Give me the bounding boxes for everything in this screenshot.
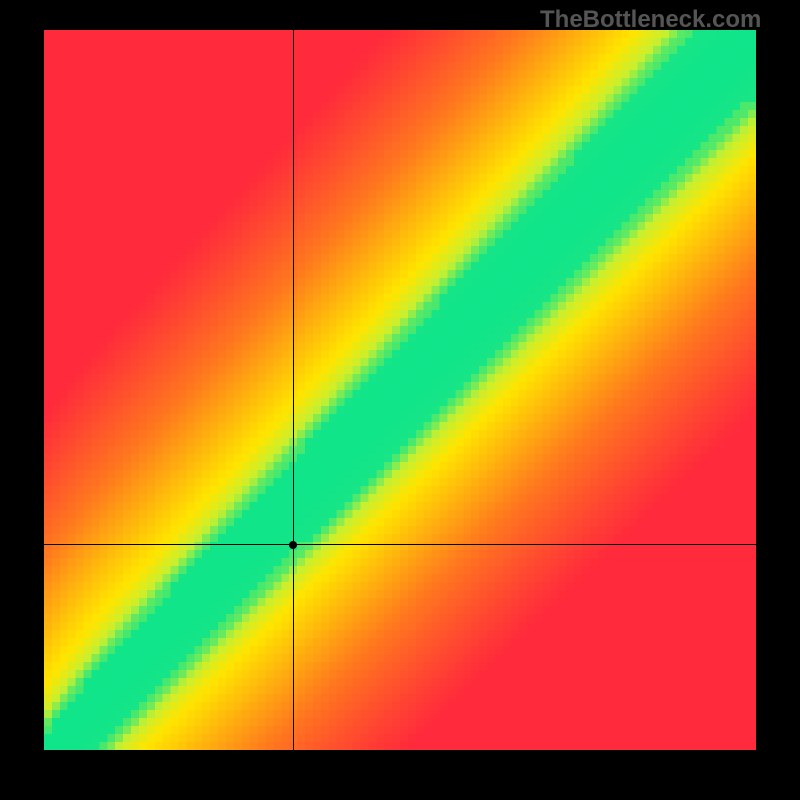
attribution-label: TheBottleneck.com xyxy=(540,6,761,34)
crosshair-horizontal xyxy=(44,544,756,545)
heatmap-plot xyxy=(44,30,756,750)
crosshair-vertical xyxy=(293,30,294,750)
crosshair-marker xyxy=(289,541,297,549)
